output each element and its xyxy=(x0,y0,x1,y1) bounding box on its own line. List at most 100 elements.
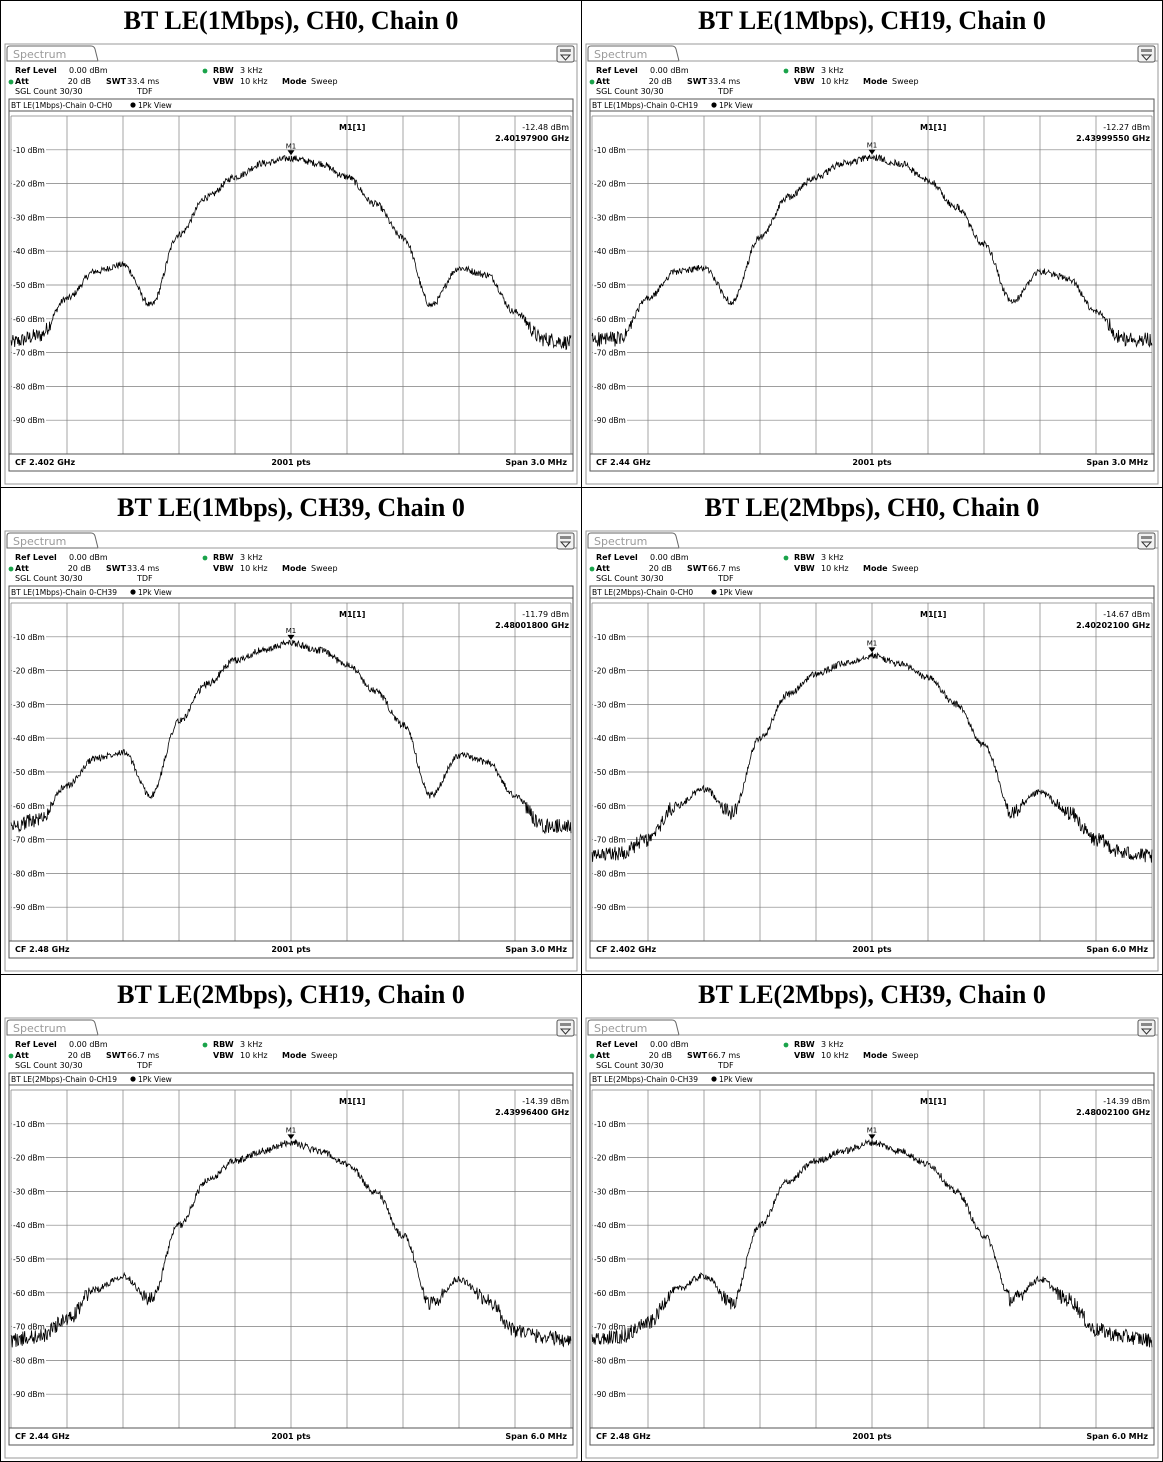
vbw-value: 10 kHz xyxy=(821,1051,849,1060)
ytick-bg xyxy=(12,314,46,323)
vbw-label: VBW xyxy=(213,564,234,573)
panel-title: BT LE(2Mbps), CH0, Chain 0 xyxy=(704,493,1040,522)
marker-triangle-icon[interactable] xyxy=(287,150,295,156)
marker-frequency: 2.40202100 GHz xyxy=(1076,621,1150,630)
frequency-span: Span 3.0 MHz xyxy=(1086,458,1148,467)
marker-triangle-icon[interactable] xyxy=(868,1134,876,1140)
spectrum-trace xyxy=(591,651,1153,863)
frequency-span: Span 3.0 MHz xyxy=(505,945,567,954)
ytick-bg xyxy=(12,1119,46,1128)
vbw-value: 10 kHz xyxy=(240,1051,268,1060)
ytick-bg xyxy=(593,1390,627,1399)
spectrum-tab[interactable] xyxy=(6,45,99,62)
ytick-label: -10 dBm xyxy=(594,1120,626,1129)
rbw-label: RBW xyxy=(213,553,234,562)
diagram-frame xyxy=(589,98,1155,472)
ytick-label: -30 dBm xyxy=(13,1187,45,1196)
spectrum-tab[interactable] xyxy=(587,532,680,549)
spectrum-tab-label: Spectrum xyxy=(13,48,66,61)
sweep-points: 2001 pts xyxy=(852,458,892,467)
marker-tag: M1 xyxy=(867,142,878,150)
rbw-led-icon xyxy=(202,555,208,561)
ytick-label: -70 dBm xyxy=(594,1323,626,1332)
vbw-label: VBW xyxy=(794,564,815,573)
diagram-frame xyxy=(8,1072,574,1446)
swt-label: SWT xyxy=(687,564,708,573)
ytick-label: -30 dBm xyxy=(13,213,45,222)
menu-icon[interactable] xyxy=(1137,45,1156,63)
ytick-label: -20 dBm xyxy=(594,180,626,189)
sweep-points: 2001 pts xyxy=(271,945,311,954)
vbw-value: 10 kHz xyxy=(240,77,268,86)
swt-label: SWT xyxy=(106,1051,127,1060)
mode-label: Mode xyxy=(282,77,307,86)
ytick-label: -90 dBm xyxy=(13,1390,45,1399)
ytick-bg xyxy=(593,1288,627,1297)
ytick-bg xyxy=(12,247,46,256)
menu-icon[interactable] xyxy=(556,532,575,550)
diagram-frame xyxy=(8,98,574,472)
ytick-label: -90 dBm xyxy=(594,416,626,425)
marker-name: M1[1] xyxy=(339,610,365,619)
ytick-label: -40 dBm xyxy=(594,247,626,256)
tdf-label: TDF xyxy=(717,574,734,583)
marker-triangle-icon[interactable] xyxy=(287,1134,295,1140)
att-led-icon xyxy=(589,566,595,572)
panel-5: BT LE(2Mbps), CH19, Chain 0 Spectrum Ref L… xyxy=(1,975,582,1462)
marker-triangle-icon[interactable] xyxy=(868,149,876,155)
att-label: Att xyxy=(15,564,29,573)
panel-title: BT LE(1Mbps), CH0, Chain 0 xyxy=(123,6,459,35)
att-led-icon xyxy=(8,1053,14,1059)
ytick-label: -40 dBm xyxy=(13,1221,45,1230)
marker-triangle-icon[interactable] xyxy=(868,647,876,653)
ytick-label: -60 dBm xyxy=(13,802,45,811)
trace-dot-icon xyxy=(130,1076,136,1082)
panel-2: BT LE(1Mbps), CH19, Chain 0 Spectrum Ref L… xyxy=(582,1,1163,488)
ytick-bg xyxy=(12,145,46,154)
panel-4: BT LE(2Mbps), CH0, Chain 0 Spectrum Ref Le… xyxy=(582,488,1163,975)
swt-label: SWT xyxy=(687,77,708,86)
ytick-bg xyxy=(593,1356,627,1365)
center-frequency: CF 2.402 GHz xyxy=(15,458,75,467)
ytick-bg xyxy=(593,1153,627,1162)
graticule xyxy=(10,115,572,455)
spectrum-tab-label: Spectrum xyxy=(13,535,66,548)
att-value: 20 dB xyxy=(649,77,672,86)
rbw-label: RBW xyxy=(213,66,234,75)
marker-tag: M1 xyxy=(286,142,297,150)
ytick-bg xyxy=(593,835,627,844)
ytick-label: -60 dBm xyxy=(594,315,626,324)
ytick-label: -70 dBm xyxy=(13,349,45,358)
center-frequency: CF 2.44 GHz xyxy=(596,458,651,467)
att-label: Att xyxy=(596,1051,610,1060)
ref-level-label: Ref Level xyxy=(15,1040,57,1049)
graticule xyxy=(591,602,1153,942)
spectrum-tab[interactable] xyxy=(587,1019,680,1036)
center-frequency: CF 2.44 GHz xyxy=(15,1432,70,1441)
sweep-points: 2001 pts xyxy=(271,1432,311,1441)
ytick-label: -90 dBm xyxy=(13,903,45,912)
menu-icon[interactable] xyxy=(1137,1019,1156,1037)
menu-icon[interactable] xyxy=(1137,532,1156,550)
ytick-bg xyxy=(12,835,46,844)
att-label: Att xyxy=(15,1051,29,1060)
marker-triangle-icon[interactable] xyxy=(287,634,295,640)
ytick-label: -80 dBm xyxy=(13,869,45,878)
ytick-bg xyxy=(12,903,46,912)
ytick-bg xyxy=(12,869,46,878)
spectrum-trace xyxy=(10,639,572,835)
att-led-icon xyxy=(589,79,595,85)
ytick-bg xyxy=(593,1187,627,1196)
spectrum-tab[interactable] xyxy=(6,1019,99,1036)
menu-icon[interactable] xyxy=(556,45,575,63)
sgl-count: SGL Count 30/30 xyxy=(596,574,664,583)
ytick-label: -80 dBm xyxy=(13,382,45,391)
spectrum-trace xyxy=(10,1139,572,1348)
ref-level-value: 0.00 dBm xyxy=(650,66,689,75)
ref-level-label: Ref Level xyxy=(15,66,57,75)
spectrum-tab[interactable] xyxy=(587,45,680,62)
spectrum-tab[interactable] xyxy=(6,532,99,549)
ytick-bg xyxy=(593,1119,627,1128)
menu-icon[interactable] xyxy=(556,1019,575,1037)
